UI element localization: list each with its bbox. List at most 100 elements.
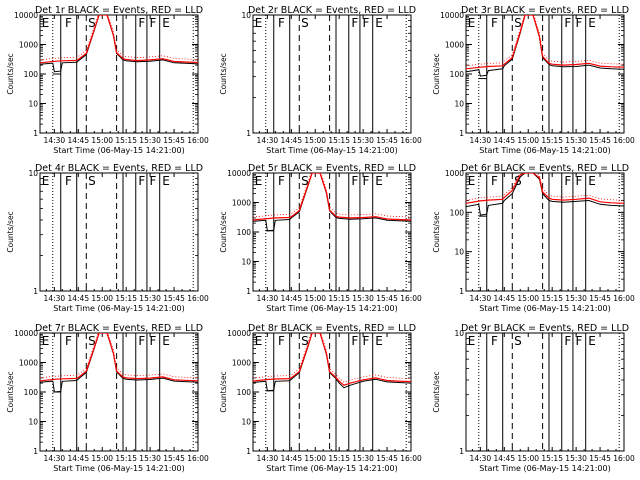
x-tick-label: 14:45 [493,294,515,303]
plot-frame [465,14,625,134]
y-tick-label: 10000 [14,11,38,20]
region-label: F [491,334,498,348]
x-tick-label: 15:00 [517,294,539,303]
plot-frame [39,172,199,292]
series-events-line [253,173,411,232]
y-axis-label: Counts/sec [219,371,228,412]
y-tick-label: 1 [459,287,464,296]
region-label: F [351,174,358,188]
region-label: F [564,334,571,348]
y-tick-label: 10 [241,418,251,427]
plot-frame [465,172,625,292]
x-tick-label: 15:45 [376,136,398,145]
plot-frame [252,332,412,452]
panel-title: Det 7r BLACK = Events, RED = LLD [35,323,203,334]
x-tick-label: 15:15 [328,136,350,145]
x-tick-label: 14:30 [257,454,279,463]
region-label: F [363,334,370,348]
x-tick-label: 15:00 [517,136,539,145]
region-label: S [301,334,309,348]
x-tick-label: 15:15 [328,294,350,303]
x-tick-label: 15:30 [565,294,587,303]
series-lld-upper-dotted [40,15,198,61]
x-tick-label: 15:30 [352,294,374,303]
series-events-line [40,333,198,393]
x-tick-label: 15:00 [91,454,113,463]
region-label: F [576,174,583,188]
y-tick-label: 1 [246,129,251,138]
panel-det-2: Det 2r BLACK = Events, RED = LLD 14:30 14:… [219,5,422,155]
x-tick-label: 15:15 [115,136,137,145]
region-label: E [375,174,383,188]
x-tick-label: 15:45 [589,454,611,463]
region-label: E [588,16,596,30]
region-label: F [278,16,285,30]
series-lld-line [40,333,198,382]
y-tick-label: 1000 [445,169,464,178]
x-tick-label: 16:00 [613,294,635,303]
region-label: E [42,16,50,30]
x-tick-label: 14:30 [470,454,492,463]
x-tick-label: 15:45 [376,454,398,463]
region-label: S [514,16,522,30]
region-label: F [150,16,157,30]
y-tick-label: 100 [237,228,252,237]
region-label: F [138,16,145,30]
y-tick-label: 10000 [227,169,251,178]
x-tick-label: 15:00 [304,294,326,303]
y-axis-label: Counts/sec [432,371,441,412]
x-axis-label: Start Time (06-May-15 14:21:00) [266,304,397,313]
x-tick-label: 15:15 [541,136,563,145]
panel-title: Det 1r BLACK = Events, RED = LLD [35,5,203,16]
region-label: F [576,334,583,348]
panel-title: Det 6r BLACK = Events, RED = LLD [461,163,629,174]
region-label: F [65,174,72,188]
x-tick-label: 16:00 [400,136,422,145]
plot-frame [39,332,199,452]
panel-det-5: Det 5r BLACK = Events, RED = LLD 14:30 14:… [219,163,422,313]
y-tick-label: 10 [454,100,464,109]
series-events-line [253,333,411,392]
y-tick-label: 100 [24,70,39,79]
x-tick-label: 15:15 [541,294,563,303]
region-label: F [363,16,370,30]
region-label: F [138,174,145,188]
x-tick-label: 14:30 [44,136,66,145]
y-axis-label: Counts/sec [6,53,15,94]
region-label: F [576,16,583,30]
series-lld-upper-dotted [253,173,411,218]
region-label: E [468,174,476,188]
region-label: S [88,174,96,188]
x-tick-label: 16:00 [400,454,422,463]
series-lld-upper-dotted [466,173,624,201]
x-tick-label: 14:45 [67,136,89,145]
y-tick-label: 10 [241,11,251,20]
series-lld-line [253,333,411,386]
x-tick-label: 15:45 [376,294,398,303]
region-label: F [491,174,498,188]
x-tick-label: 16:00 [187,136,209,145]
region-label: E [468,16,476,30]
y-tick-label: 10 [28,169,38,178]
y-tick-label: 1000 [445,41,464,50]
x-axis-label: Start Time (06-May-15 14:21:00) [266,146,397,155]
y-tick-label: 100 [24,388,39,397]
region-label: S [301,174,309,188]
region-label: F [65,16,72,30]
series-events-line [466,173,624,216]
x-tick-label: 14:45 [280,454,302,463]
x-tick-label: 14:30 [470,136,492,145]
region-label: E [375,334,383,348]
region-label: S [88,334,96,348]
y-tick-label: 100 [450,70,465,79]
x-tick-label: 15:00 [304,454,326,463]
series-lld-line [466,173,624,204]
region-label: E [255,16,263,30]
x-tick-label: 14:30 [44,294,66,303]
plot-frame [252,14,412,134]
x-tick-label: 14:45 [493,136,515,145]
panel-det-8: Det 8r BLACK = Events, RED = LLD 14:30 14:… [219,323,422,473]
region-label: S [88,16,96,30]
y-axis-label: Counts/sec [219,211,228,252]
x-tick-label: 16:00 [613,454,635,463]
